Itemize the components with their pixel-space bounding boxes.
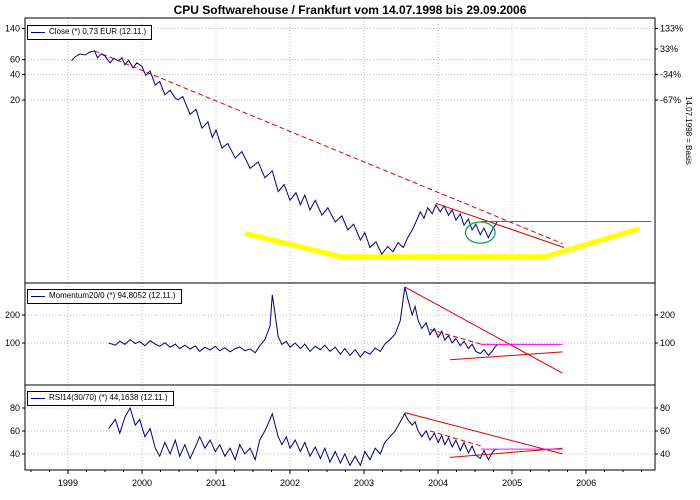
momentum-downtrend-dashed: [429, 329, 482, 345]
x-axis-label: 2003: [354, 478, 374, 488]
recent-downtrend: [435, 202, 565, 248]
x-axis-label: 2002: [280, 478, 300, 488]
momentum-line: [108, 286, 498, 358]
y-axis-label-right: 33%: [660, 44, 678, 54]
close-price-line: [71, 50, 498, 256]
x-axis-label: 2001: [206, 478, 226, 488]
legend-line-sample: [31, 31, 45, 33]
y-axis-label-right: -34%: [660, 69, 681, 79]
rsi-panel-border: [24, 384, 656, 471]
y-axis-label-left: 100: [5, 338, 20, 348]
x-axis-label: 1999: [58, 478, 78, 488]
y-axis-label-left: 80: [10, 403, 20, 413]
rsi-rising-line: [449, 447, 563, 458]
x-axis-label: 2005: [502, 478, 522, 488]
y-axis-label-right: 133%: [660, 23, 683, 33]
y-axis-label-left: 60: [10, 55, 20, 65]
price-legend-label: Close (*) 0,73 EUR (12.11.): [49, 27, 147, 36]
basis-axis-note: 14.07.1998 = Basis: [684, 96, 693, 165]
x-axis-label: 2004: [428, 478, 448, 488]
momentum-downtrend: [404, 286, 563, 374]
highlight-ellipse: [464, 221, 496, 244]
rsi-legend: RSI14(30/70) (*) 44,1638 (12.11.): [27, 391, 174, 406]
y-axis-label-left: 20: [10, 95, 20, 105]
y-axis-label-left: 40: [10, 449, 20, 459]
momentum-legend: Momentum20/0 (*) 94,8052 (12.11.): [27, 289, 182, 304]
x-axis-label: 2000: [132, 478, 152, 488]
x-axis-label: 2006: [576, 478, 596, 488]
y-axis-label-left: 200: [5, 310, 20, 320]
y-axis-label-right: -67%: [660, 95, 681, 105]
y-axis-label-right: 40: [660, 449, 670, 459]
legend-line-sample: [31, 295, 45, 297]
y-axis-label-right: 200: [660, 310, 675, 320]
price-legend: Close (*) 0,73 EUR (12.11.): [27, 25, 153, 40]
momentum-rising-line: [449, 351, 563, 361]
y-axis-label-left: 60: [10, 426, 20, 436]
y-axis-label-right: 80: [660, 403, 670, 413]
rsi-downtrend: [404, 412, 563, 455]
legend-line-sample: [31, 397, 45, 399]
rsi-line: [108, 406, 498, 467]
rsi-legend-label: RSI14(30/70) (*) 44,1638 (12.11.): [49, 393, 168, 402]
y-axis-label-left: 40: [10, 69, 20, 79]
y-axis-label-right: 60: [660, 426, 670, 436]
y-axis-label-left: 140: [5, 23, 20, 33]
support-trend-yellow: [244, 226, 641, 260]
long-downtrend-dashed: [94, 50, 563, 245]
rsi-downtrend-dashed: [429, 430, 482, 447]
y-axis-label-right: 100: [660, 338, 675, 348]
momentum-legend-label: Momentum20/0 (*) 94,8052 (12.11.): [49, 291, 176, 300]
chart-title: CPU Softwarehouse / Frankfurt vom 14.07.…: [173, 3, 527, 17]
